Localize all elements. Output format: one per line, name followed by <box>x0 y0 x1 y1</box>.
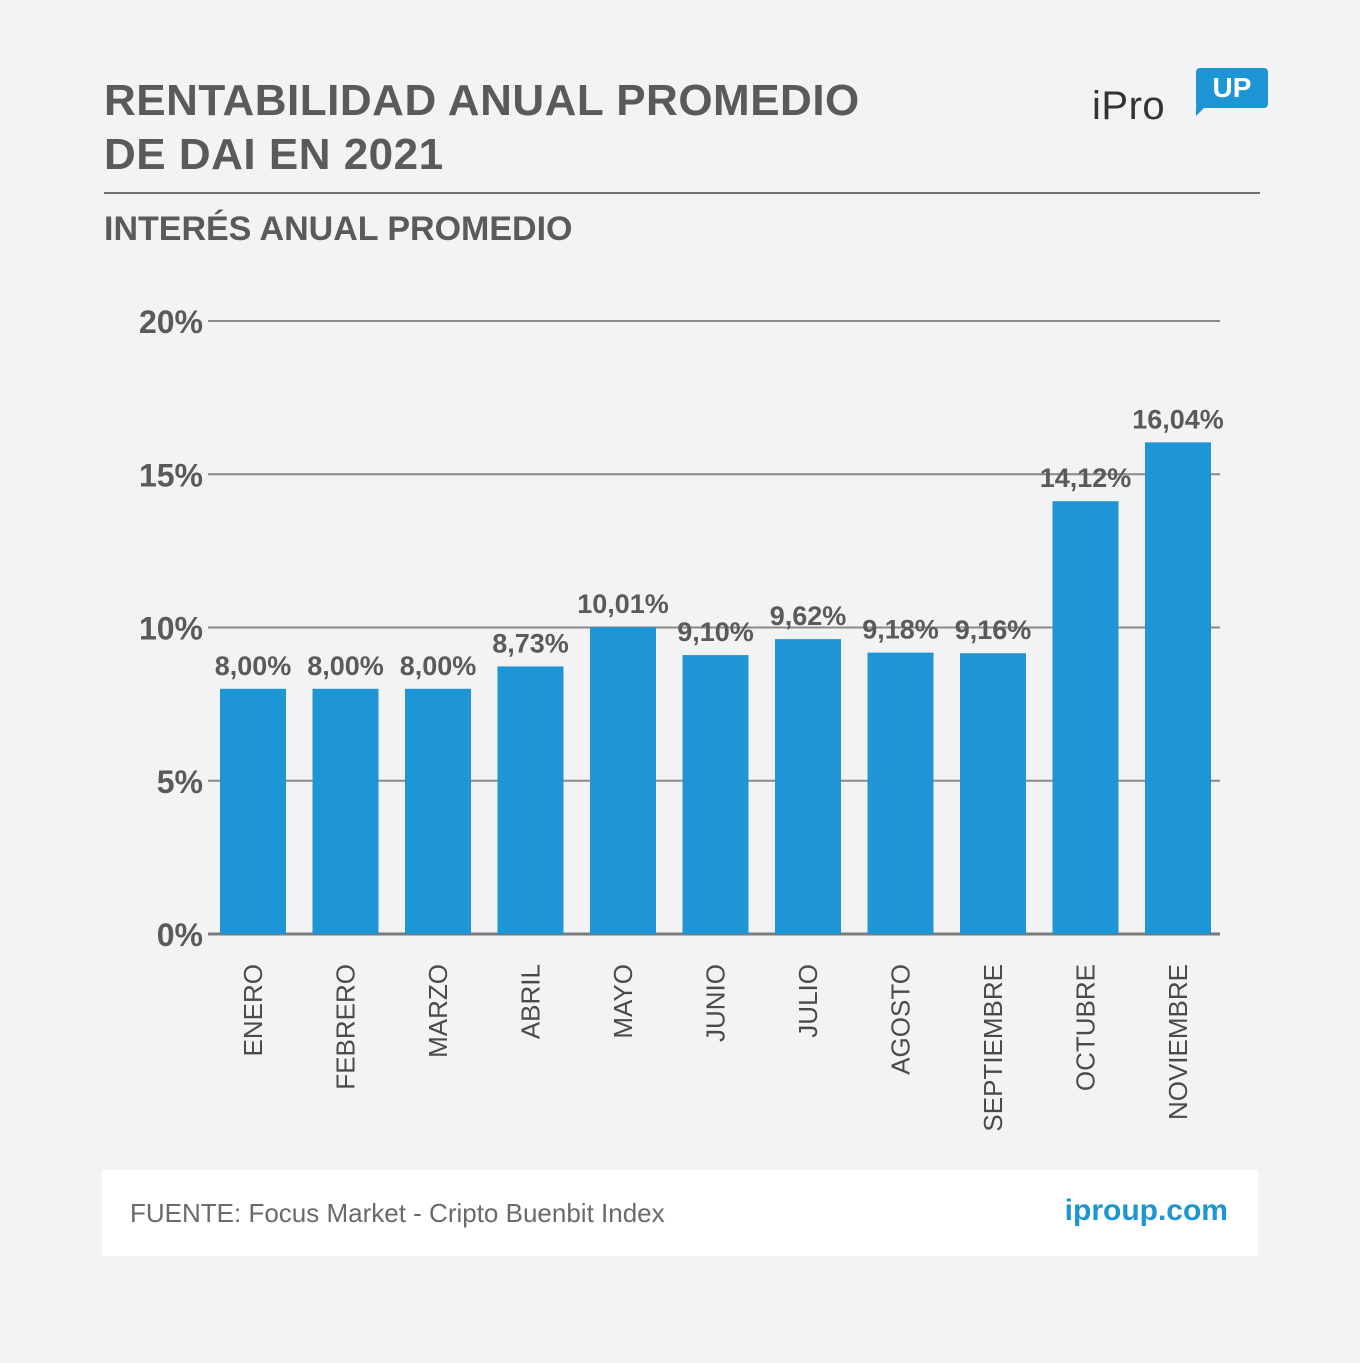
bar-chart: 0% 5% 10% 15% 20% 8,00% ENERO 8,00% FEBRERO 8,00%… <box>139 304 1224 1132</box>
logo-badge-tail <box>1196 106 1206 116</box>
site-link[interactable]: iproup.com <box>1064 1194 1228 1227</box>
y-tick-label: 10% <box>139 611 203 647</box>
bar <box>867 652 934 934</box>
y-tick-label: 5% <box>157 764 203 800</box>
data-label: 9,62% <box>770 601 847 631</box>
x-category-label: FEBRERO <box>331 964 361 1090</box>
data-label: 8,00% <box>215 651 292 681</box>
x-category-label: NOVIEMBRE <box>1163 964 1193 1120</box>
bar <box>497 666 564 934</box>
y-tick-label: 15% <box>139 457 203 493</box>
bar <box>312 688 379 934</box>
data-label: 16,04% <box>1132 404 1224 434</box>
bar <box>1052 501 1119 934</box>
x-category-label: ABRIL <box>516 964 546 1039</box>
data-label: 9,16% <box>955 615 1032 645</box>
data-label: 8,73% <box>492 628 569 658</box>
y-tick-label: 0% <box>157 917 203 953</box>
logo-wordmark: iPro <box>1092 84 1166 128</box>
iproup-logo: iPro UP <box>1092 68 1272 138</box>
bar <box>960 653 1026 934</box>
footer-bar: FUENTE: Focus Market - Cripto Buenbit In… <box>102 1170 1258 1256</box>
x-category-label: JULIO <box>793 964 823 1038</box>
source-note: FUENTE: Focus Market - Cripto Buenbit In… <box>130 1198 665 1228</box>
x-category-label: MAYO <box>608 964 638 1039</box>
x-category-label: JUNIO <box>701 964 731 1042</box>
x-category-label: OCTUBRE <box>1071 964 1101 1091</box>
x-category-label: SEPTIEMBRE <box>978 964 1008 1132</box>
x-category-label: MARZO <box>423 964 453 1058</box>
data-label: 9,18% <box>862 615 939 645</box>
y-tick-label: 20% <box>139 304 203 340</box>
title-line-1: RENTABILIDAD ANUAL PROMEDIO <box>104 76 860 125</box>
bar <box>1145 442 1211 934</box>
data-label: 8,00% <box>307 651 384 681</box>
bar <box>590 627 656 934</box>
bar <box>775 639 841 934</box>
x-category-label: AGOSTO <box>886 964 916 1075</box>
data-label: 10,01% <box>577 589 669 619</box>
data-label: 9,10% <box>677 617 754 647</box>
x-category-label: ENERO <box>238 964 268 1056</box>
bar <box>220 688 286 934</box>
bar <box>405 688 471 934</box>
chart-title: RENTABILIDAD ANUAL PROMEDIO DE DAI EN 20… <box>104 74 860 182</box>
bar <box>682 655 749 934</box>
logo-badge: UP <box>1196 68 1268 108</box>
data-label: 8,00% <box>400 651 477 681</box>
title-line-2: DE DAI EN 2021 <box>104 130 444 179</box>
data-label: 14,12% <box>1040 463 1132 493</box>
chart-subtitle: INTERÉS ANUAL PROMEDIO <box>104 210 573 248</box>
header-divider <box>104 192 1260 194</box>
